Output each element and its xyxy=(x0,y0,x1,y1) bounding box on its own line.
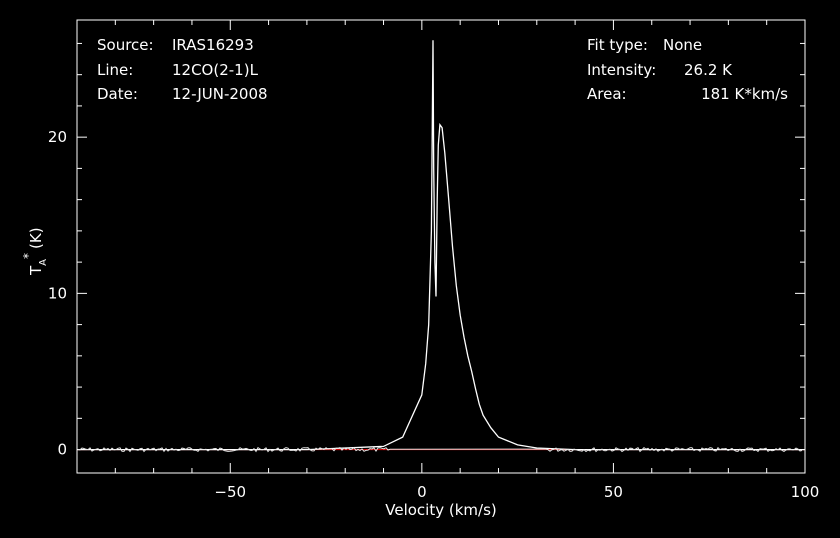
intensity-label: Intensity: xyxy=(587,61,656,79)
x-tick-label: 50 xyxy=(604,483,623,501)
area-label: Area: xyxy=(587,85,627,103)
line-value: 12CO(2-1)L xyxy=(172,61,259,79)
baseline-noise xyxy=(77,446,803,453)
x-tick-label: 100 xyxy=(791,483,820,501)
date-value: 12-JUN-2008 xyxy=(172,85,268,103)
line-label: Line: xyxy=(97,61,133,79)
source-label: Source: xyxy=(97,36,154,54)
y-axis-label: TA* (K) xyxy=(21,227,49,276)
fit-type-label: Fit type: xyxy=(587,36,648,54)
y-axis-label-sup: * xyxy=(21,253,35,259)
y-tick-label: 0 xyxy=(57,441,67,459)
spectrum-line xyxy=(77,40,805,451)
y-tick-label: 20 xyxy=(48,128,67,146)
intensity-value: 26.2 K xyxy=(684,61,733,79)
x-tick-label: −50 xyxy=(214,483,246,501)
axis-tick-labels: −50 0 50 100 0 10 20 xyxy=(48,128,819,501)
y-axis-label-main: T xyxy=(27,265,45,276)
y-axis-label-unit: (K) xyxy=(27,227,45,249)
source-value: IRAS16293 xyxy=(172,36,254,54)
date-label: Date: xyxy=(97,85,138,103)
x-axis-label: Velocity (km/s) xyxy=(385,501,496,519)
axis-ticks xyxy=(76,20,806,473)
y-axis-label-sub: A xyxy=(38,259,49,266)
plot-frame xyxy=(76,19,806,474)
fit-type-value: None xyxy=(663,36,702,54)
x-tick-label: 0 xyxy=(417,483,427,501)
noise-trace xyxy=(77,446,803,453)
area-value: 181 K*km/s xyxy=(701,85,788,103)
y-tick-label: 10 xyxy=(48,284,67,302)
svg-text:TA*(K): TA* (K) xyxy=(21,227,49,276)
